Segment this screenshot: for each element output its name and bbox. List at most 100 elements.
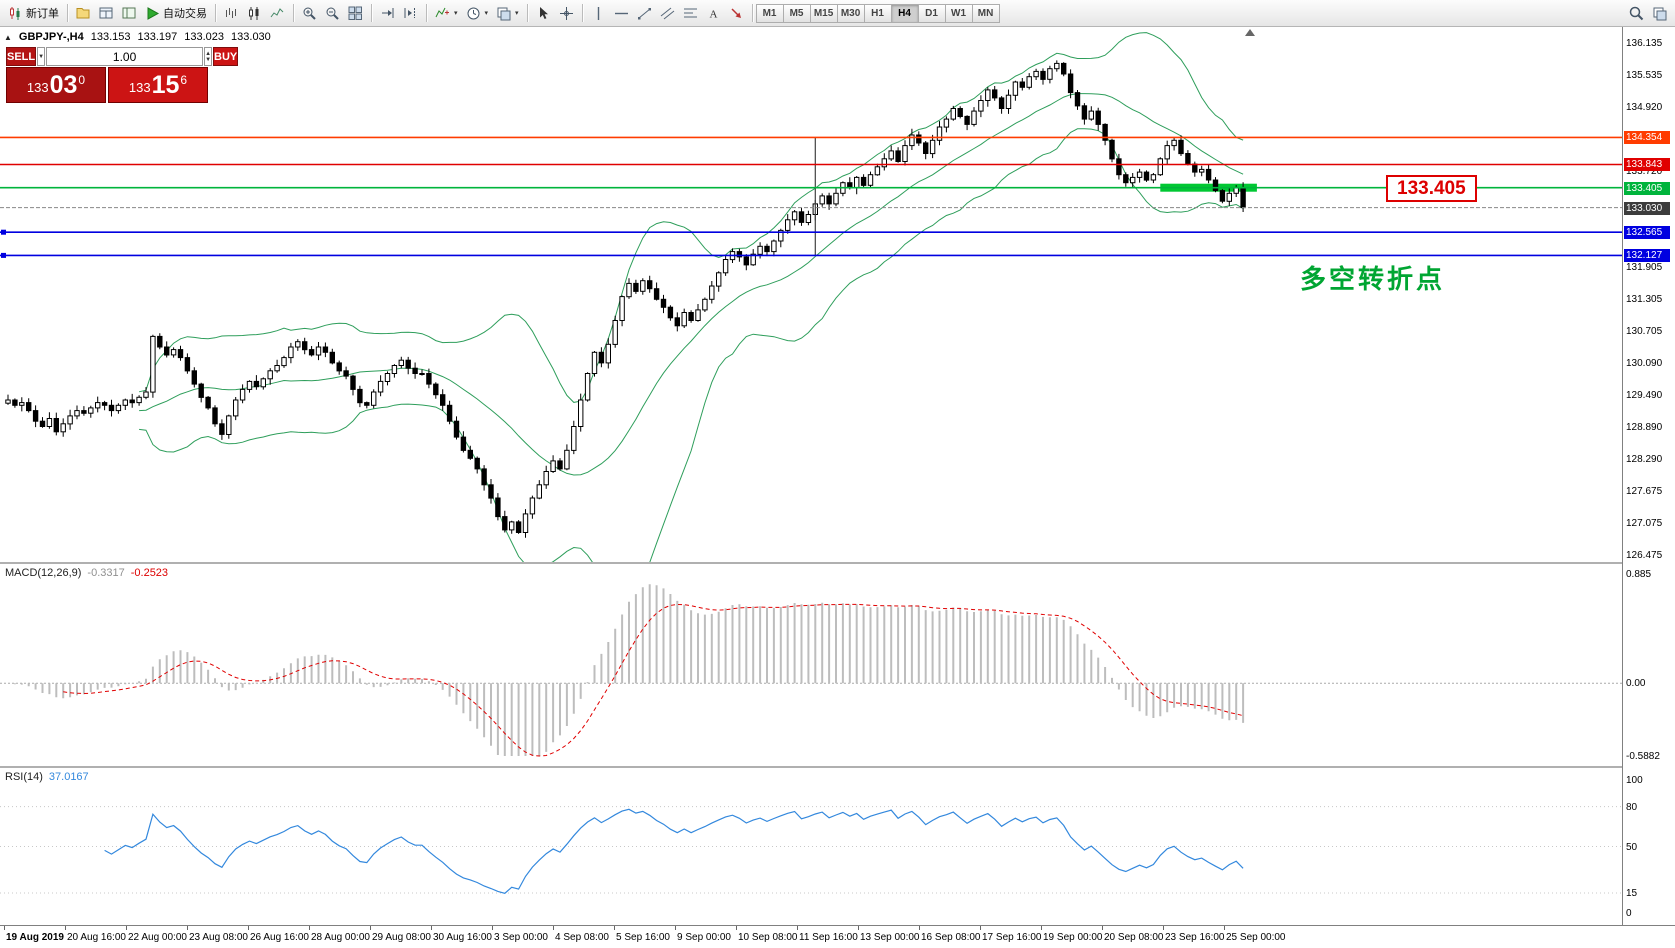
toolbar-separator [581, 4, 583, 22]
volume-input[interactable] [46, 47, 204, 66]
cursor-icon[interactable] [532, 1, 555, 25]
time-axis-tick [431, 926, 432, 930]
candlestick-chart-icon[interactable] [243, 1, 266, 25]
volume-decrease-button[interactable]: ▼ [37, 47, 46, 66]
sell-price-button[interactable]: 133 03 0 [6, 67, 106, 103]
rsi-axis-label: 15 [1626, 888, 1638, 899]
ohlc-low: 133.023 [184, 31, 225, 43]
bid-sup: 0 [78, 73, 86, 87]
price-axis-label: 128.290 [1626, 454, 1663, 465]
macd-value-signal: -0.2523 [130, 567, 169, 579]
time-axis-tick [614, 926, 615, 930]
toolbar-overflow-icon[interactable] [1648, 1, 1671, 25]
time-axis-label: 20 Aug 16:00 [67, 932, 126, 943]
pane-separator[interactable] [0, 766, 1675, 768]
macd-pane-canvas[interactable] [0, 564, 1622, 766]
timeframe-m5-button[interactable]: M5 [782, 3, 811, 23]
price-axis-badge: 132.565 [1624, 226, 1670, 239]
trendline-icon[interactable] [633, 1, 656, 25]
chart-shift-icon[interactable] [399, 1, 422, 25]
text-icon[interactable]: A [702, 1, 725, 25]
buy-price-button[interactable]: 133 15 6 [108, 67, 208, 103]
time-axis-label: 17 Sep 16:00 [982, 932, 1042, 943]
rsi-label: RSI(14) 37.0167 [5, 771, 89, 783]
sell-button[interactable]: SELL [6, 47, 37, 66]
time-axis-label: 20 Sep 08:00 [1104, 932, 1164, 943]
time-axis-label: 16 Sep 08:00 [921, 932, 981, 943]
horizontal-line-icon[interactable] [610, 1, 633, 25]
fibonacci-icon[interactable] [679, 1, 702, 25]
chart-window[interactable]: ▲ GBPJPY-,H4 133.153 133.197 133.023 133… [0, 27, 1675, 948]
macd-name: MACD(12,26,9) [5, 567, 82, 579]
price-axis-label: 130.090 [1626, 358, 1663, 369]
time-axis-tick [980, 926, 981, 930]
macd-axis-label: 0.00 [1626, 678, 1646, 689]
timeframe-d1-button[interactable]: D1 [917, 3, 946, 23]
vertical-line-icon[interactable] [587, 1, 610, 25]
profiles-icon[interactable] [72, 1, 95, 25]
time-axis-tick [126, 926, 127, 930]
pane-separator[interactable] [0, 562, 1675, 564]
ohlc-open: 133.153 [90, 31, 131, 43]
auto-trading-button[interactable]: 自动交易 [141, 1, 211, 25]
timeframe-h1-button[interactable]: H1 [863, 3, 892, 23]
time-axis-tick [187, 926, 188, 930]
collapse-trade-panel-icon[interactable]: ▲ [4, 32, 12, 42]
price-axis-label: 126.475 [1626, 550, 1663, 561]
navigator-icon[interactable] [118, 1, 141, 25]
zoom-in-icon[interactable] [298, 1, 321, 25]
new-order-button[interactable]: 新订单 [4, 1, 63, 25]
price-chart-canvas[interactable] [0, 27, 1622, 592]
time-axis-tick [309, 926, 310, 930]
time-axis-tick [4, 926, 5, 930]
rsi-pane-canvas[interactable] [0, 768, 1622, 925]
channel-icon[interactable] [656, 1, 679, 25]
zoom-out-icon[interactable] [321, 1, 344, 25]
price-axis-badge: 132.127 [1624, 249, 1670, 262]
timeframe-mn-button[interactable]: MN [971, 3, 1000, 23]
auto-scroll-icon[interactable] [376, 1, 399, 25]
periods-icon[interactable]: ▾ [462, 1, 493, 25]
time-axis-tick [736, 926, 737, 930]
price-axis-label: 127.675 [1626, 486, 1663, 497]
price-axis-label: 133.720 [1626, 166, 1663, 177]
rsi-axis-label: 80 [1626, 802, 1638, 813]
indicators-icon[interactable]: ▾ [431, 1, 462, 25]
ohlc-info: ▲ GBPJPY-,H4 133.153 133.197 133.023 133… [4, 31, 271, 43]
timeframe-m15-button[interactable]: M15 [809, 3, 838, 23]
line-chart-icon[interactable] [266, 1, 289, 25]
time-axis-label: 30 Aug 16:00 [433, 932, 492, 943]
time-axis-label: 4 Sep 08:00 [555, 932, 609, 943]
timeframe-m30-button[interactable]: M30 [836, 3, 865, 23]
time-axis[interactable]: 19 Aug 2019 20 Aug 16:00 22 Aug 00:00 23 Au… [0, 925, 1675, 948]
price-axis-label: 127.075 [1626, 518, 1663, 529]
toolbar-separator [426, 4, 427, 22]
time-axis-label: 3 Sep 00:00 [494, 932, 548, 943]
timeframe-h4-button[interactable]: H4 [890, 3, 919, 23]
time-axis-label: 26 Aug 16:00 [250, 932, 309, 943]
tile-windows-icon[interactable] [344, 1, 367, 25]
ask-prefix: 133 [128, 80, 151, 95]
search-icon[interactable] [1625, 1, 1648, 25]
rsi-name: RSI(14) [5, 771, 43, 783]
price-callout-label[interactable]: 133.405 [1386, 175, 1477, 202]
timeframe-m1-button[interactable]: M1 [755, 3, 784, 23]
bar-chart-icon[interactable] [220, 1, 243, 25]
templates-icon[interactable]: ▾ [492, 1, 523, 25]
price-axis[interactable]: 136.135 135.535 134.920 133.720 131.905 131.3… [1622, 27, 1675, 925]
timeframe-w1-button[interactable]: W1 [944, 3, 973, 23]
price-axis-label: 135.535 [1626, 70, 1663, 81]
volume-stepper[interactable]: ▲ ▼ [204, 47, 213, 66]
macd-axis-label: 0.885 [1626, 569, 1652, 580]
rsi-value: 37.0167 [48, 771, 89, 783]
price-axis-badge: 133.405 [1624, 182, 1670, 195]
price-axis-badge: 133.843 [1624, 158, 1670, 171]
arrows-icon[interactable] [725, 1, 748, 25]
time-axis-label: 9 Sep 00:00 [677, 932, 731, 943]
market-watch-icon[interactable] [95, 1, 118, 25]
buy-button[interactable]: BUY [213, 47, 239, 66]
time-axis-label: 19 Sep 00:00 [1043, 932, 1103, 943]
crosshair-icon[interactable] [555, 1, 578, 25]
bid-main: 03 [49, 71, 78, 99]
toolbar-separator [526, 4, 528, 22]
